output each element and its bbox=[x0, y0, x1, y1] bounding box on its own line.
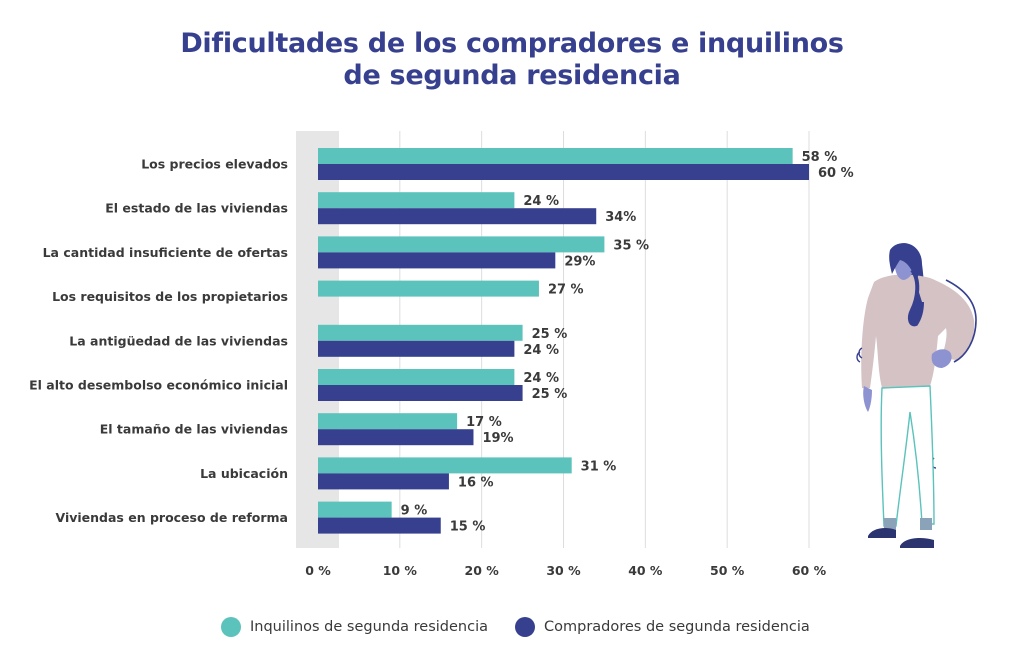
bar-inquilinos bbox=[318, 457, 572, 474]
coil-mark-left bbox=[856, 347, 863, 363]
legend-item-compradores: Compradores de segunda residencia bbox=[515, 617, 810, 637]
sweater-shape bbox=[861, 274, 975, 388]
legend-item-inquilinos: Inquilinos de segunda residencia bbox=[221, 617, 488, 637]
category-label: El tamaño de las viviendas bbox=[100, 422, 288, 437]
bar-inquilinos bbox=[318, 413, 458, 430]
shoe-right bbox=[900, 538, 934, 548]
bar-inquilinos bbox=[318, 280, 539, 297]
value-label-inquilinos: 25 % bbox=[532, 327, 568, 342]
category-label: La ubicación bbox=[200, 466, 288, 481]
x-tick-label: 20 % bbox=[465, 563, 500, 578]
category-label: La cantidad insuficiente de ofertas bbox=[43, 245, 288, 260]
legend: Inquilinos de segunda residencia Comprad… bbox=[0, 617, 1024, 641]
x-tick-label: 50 % bbox=[710, 563, 745, 578]
value-label-compradores: 25 % bbox=[532, 387, 568, 402]
value-label-inquilinos: 17 % bbox=[466, 415, 502, 430]
category-label: Los requisitos de los propietarios bbox=[52, 289, 288, 304]
bar-compradores bbox=[318, 517, 441, 534]
value-label-inquilinos: 31 % bbox=[581, 459, 617, 474]
category-label: El alto desembolso económico inicial bbox=[29, 378, 288, 393]
legend-label-inquilinos: Inquilinos de segunda residencia bbox=[250, 619, 489, 635]
category-label: Los precios elevados bbox=[141, 157, 288, 172]
chart-title: Dificultades de los compradores e inquil… bbox=[0, 28, 1024, 92]
woman-illustration bbox=[856, 243, 977, 548]
value-label-inquilinos: 58 % bbox=[802, 150, 838, 165]
arm-outline bbox=[945, 279, 977, 363]
trousers bbox=[880, 385, 935, 527]
category-label: Viviendas en proceso de reforma bbox=[56, 510, 289, 525]
sock-left bbox=[884, 518, 896, 530]
value-label-compradores: 34% bbox=[605, 210, 636, 225]
legend-label-compradores: Compradores de segunda residencia bbox=[544, 619, 810, 635]
chart-title-line-1: Dificultades de los compradores e inquil… bbox=[180, 28, 844, 59]
x-tick-label: 10 % bbox=[383, 563, 418, 578]
x-tick-label: 30 % bbox=[546, 563, 581, 578]
bar-inquilinos bbox=[318, 192, 515, 209]
legend-swatch-compradores bbox=[515, 617, 535, 637]
hand-right bbox=[931, 349, 952, 368]
value-label-compradores: 16 % bbox=[458, 475, 494, 490]
bar-compradores bbox=[318, 164, 809, 180]
chart-title-line-2: de segunda residencia bbox=[343, 60, 681, 91]
bar-compradores bbox=[318, 340, 515, 357]
bar-chart: 0 % 10 % 20 % 30 % 40 % 50 % 60 % Los precios e… bbox=[29, 131, 854, 578]
bar-inquilinos bbox=[318, 369, 515, 385]
value-label-inquilinos: 35 % bbox=[613, 238, 649, 253]
bar-compradores bbox=[318, 252, 556, 269]
value-label-compradores: 60 % bbox=[818, 166, 854, 181]
category-label: El estado de las viviendas bbox=[105, 201, 288, 216]
bar-inquilinos bbox=[318, 148, 793, 164]
bar-compradores bbox=[318, 385, 523, 401]
x-tick-label: 0 % bbox=[305, 563, 331, 578]
bar-compradores bbox=[318, 429, 474, 446]
x-tick-label: 40 % bbox=[628, 563, 663, 578]
bar-compradores bbox=[318, 208, 597, 225]
bar-compradores bbox=[318, 473, 449, 490]
bar-inquilinos bbox=[318, 501, 392, 518]
x-tick-label: 60 % bbox=[792, 563, 827, 578]
category-label: La antigüedad de las viviendas bbox=[69, 333, 288, 348]
hair-strand bbox=[907, 268, 924, 327]
bar-inquilinos bbox=[318, 324, 523, 341]
value-label-inquilinos: 27 % bbox=[548, 283, 584, 298]
value-label-compradores: 19% bbox=[482, 431, 513, 446]
legend-swatch-inquilinos bbox=[221, 617, 241, 637]
hand-left bbox=[863, 386, 872, 412]
sock-right bbox=[920, 518, 932, 530]
value-label-compradores: 24 % bbox=[523, 343, 559, 358]
value-label-inquilinos: 24 % bbox=[523, 371, 559, 386]
value-label-compradores: 29% bbox=[564, 254, 595, 269]
bar-inquilinos bbox=[318, 236, 605, 253]
value-label-inquilinos: 24 % bbox=[523, 194, 559, 209]
value-label-compradores: 15 % bbox=[450, 520, 486, 535]
value-label-inquilinos: 9 % bbox=[401, 504, 428, 519]
shoe-left bbox=[868, 528, 896, 538]
